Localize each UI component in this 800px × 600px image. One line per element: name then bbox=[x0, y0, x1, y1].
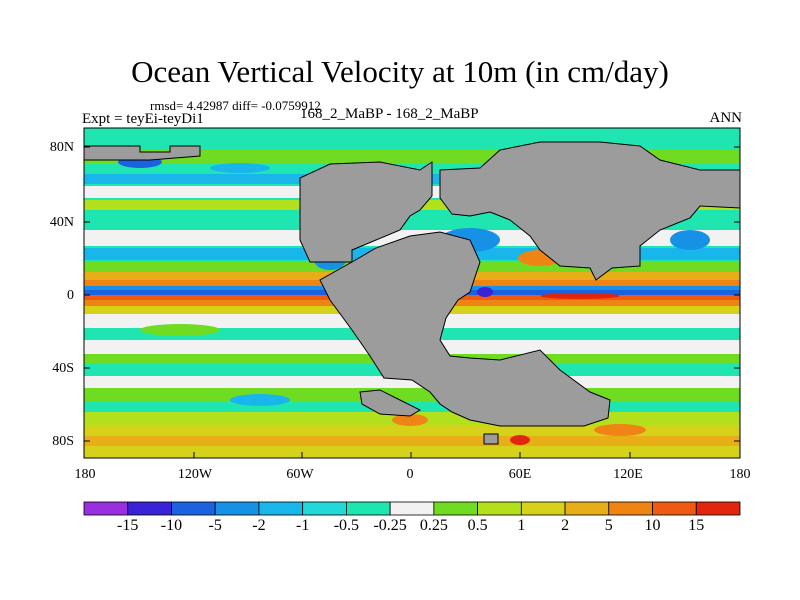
x-tick-label: 180 bbox=[729, 467, 751, 482]
colorbar-swatch bbox=[477, 501, 522, 516]
colorbar-label: -0.25 bbox=[373, 517, 407, 534]
y-tick-label: 40N bbox=[49, 215, 74, 230]
colorbar-label: 10 bbox=[644, 517, 661, 534]
experiment-label: Expt = teyEi-teyDi1 bbox=[82, 111, 204, 127]
case-label: 168_2_MaBP - 168_2_MaBP bbox=[300, 106, 479, 122]
colorbar-label: 15 bbox=[688, 517, 705, 534]
x-tick-label: 60W bbox=[286, 467, 314, 482]
x-tick-label: 180 bbox=[74, 467, 96, 482]
colorbar-swatch bbox=[302, 501, 347, 516]
colorbar-swatch bbox=[171, 501, 216, 516]
colorbar-swatch bbox=[345, 501, 391, 516]
colorbar-label: -1 bbox=[295, 517, 310, 534]
colorbar-swatch bbox=[608, 501, 653, 516]
colorbar-swatch bbox=[564, 501, 610, 516]
colorbar-label: 0.25 bbox=[419, 517, 448, 534]
colorbar-swatch bbox=[695, 501, 741, 516]
x-tick-label: 120W bbox=[177, 467, 213, 482]
y-tick-label: 40S bbox=[52, 361, 74, 376]
colorbar-swatch bbox=[652, 501, 697, 516]
colorbar-swatch bbox=[127, 501, 172, 516]
y-tick-label: 80N bbox=[49, 140, 74, 155]
x-tick-label: 0 bbox=[406, 467, 414, 482]
colorbar-label: -10 bbox=[160, 517, 183, 534]
axis-ticks bbox=[83, 146, 741, 458]
colorbar-swatch bbox=[389, 501, 435, 516]
colorbar-label: 0.5 bbox=[467, 517, 488, 534]
colorbar-swatch bbox=[433, 501, 479, 516]
colorbar-swatch bbox=[214, 501, 260, 516]
colorbar bbox=[83, 501, 741, 516]
x-tick-label: 60E bbox=[508, 467, 532, 482]
colorbar-label: -0.5 bbox=[333, 517, 360, 534]
rmsd-diff-stats: rmsd= 4.42987 diff= -0.0759912 bbox=[150, 98, 321, 113]
map-frame bbox=[83, 127, 741, 459]
colorbar-label: -2 bbox=[252, 517, 266, 534]
season-label: ANN bbox=[709, 110, 743, 126]
land-masses bbox=[83, 141, 741, 445]
plot-title: Ocean Vertical Velocity at 10m (in cm/da… bbox=[131, 54, 669, 89]
colorbar-swatch bbox=[520, 501, 566, 516]
colorbar-label: 5 bbox=[604, 517, 613, 534]
colorbar-label: 2 bbox=[561, 517, 570, 534]
colorbar-label: -15 bbox=[117, 517, 139, 534]
colorbar-label: -5 bbox=[208, 517, 222, 534]
x-tick-label: 120E bbox=[613, 467, 643, 482]
colorbar-label: 1 bbox=[517, 517, 526, 534]
y-tick-label: 0 bbox=[67, 288, 74, 303]
colorbar-swatch bbox=[258, 501, 304, 516]
y-tick-label: 80S bbox=[52, 434, 74, 449]
colorbar-swatch bbox=[83, 501, 129, 516]
